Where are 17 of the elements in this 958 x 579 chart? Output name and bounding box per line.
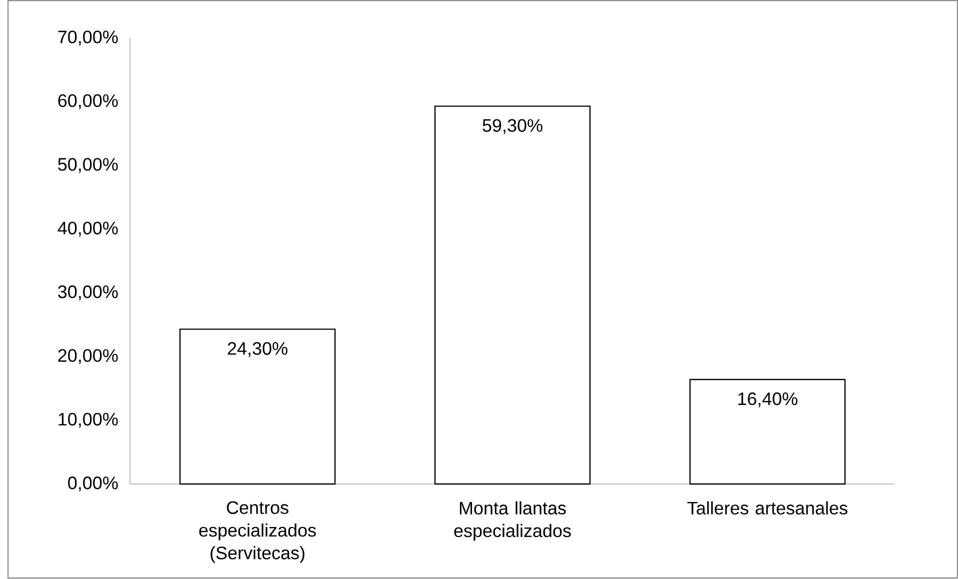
x-tick-label: Centros especializados (Servitecas) [199,501,316,563]
bar [689,378,846,485]
bar [179,328,336,485]
y-tick-label: 30,00% [58,285,118,300]
x-tick-label: Monta llantas especializados [454,501,571,541]
y-tick-label: 20,00% [58,349,118,364]
x-tick-label: Talleres artesanales [687,501,848,514]
data-label: 24,30% [228,342,288,357]
data-label: 59,30% [482,119,542,134]
bar [434,106,591,485]
y-tick-label: 10,00% [58,412,118,428]
y-tick-label: 70,00% [58,30,118,46]
y-tick-label: 60,00% [58,94,118,110]
y-tick-label: 0,00% [68,476,118,492]
data-label: 16,40% [738,392,798,408]
y-tick-label: 50,00% [58,158,118,173]
y-tick-label: 40,00% [58,222,118,237]
